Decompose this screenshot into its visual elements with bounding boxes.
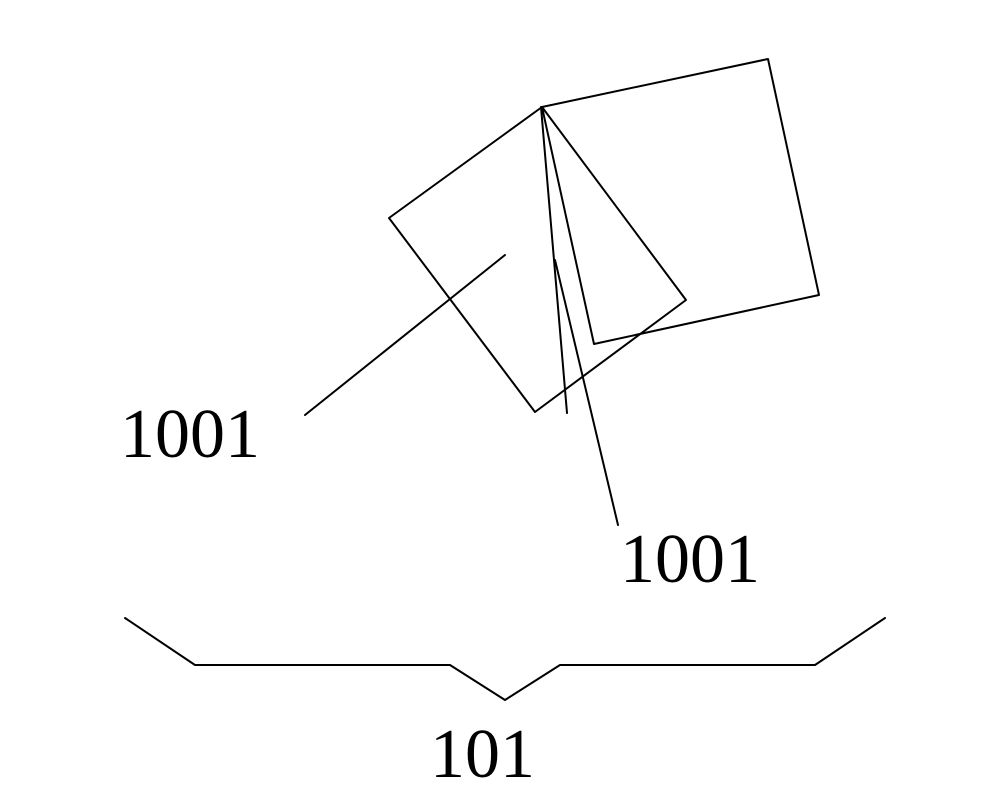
leader-left [305, 255, 505, 415]
label-1001-right: 1001 [620, 525, 760, 595]
label-101-bottom: 101 [430, 720, 535, 790]
brace-101 [125, 618, 885, 700]
label-1001-left: 1001 [120, 400, 260, 470]
rect-right [542, 59, 819, 344]
rect-left [389, 107, 686, 412]
